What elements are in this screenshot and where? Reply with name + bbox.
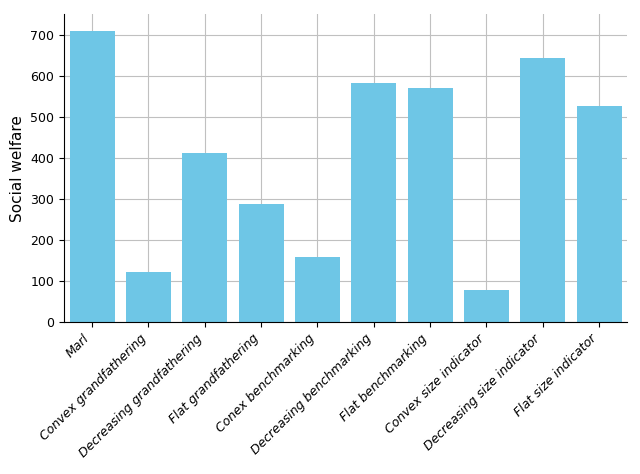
Bar [351,83,396,322]
Bar [126,272,171,322]
Bar [464,290,509,322]
Bar [577,106,621,322]
Bar [70,31,115,322]
Y-axis label: Social welfare: Social welfare [10,115,25,222]
Bar [239,204,284,322]
Bar [520,58,565,322]
Bar [408,88,452,322]
Bar [295,256,340,322]
Bar [182,153,227,322]
